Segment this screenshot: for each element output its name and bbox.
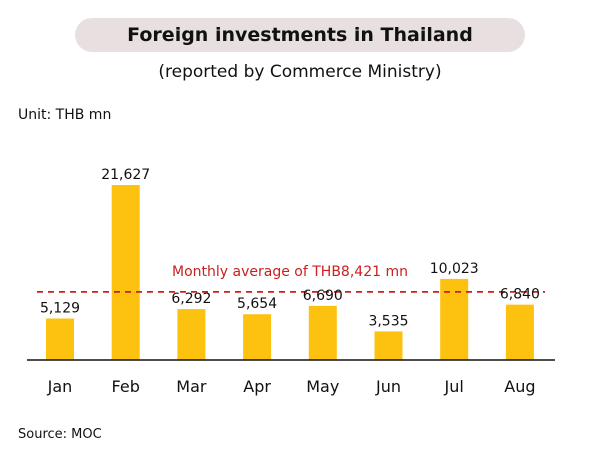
unit-label: Unit: THB mn xyxy=(18,107,112,123)
source-note: Source: MOC xyxy=(18,427,102,442)
x-tick-jun: Jun xyxy=(375,377,401,396)
value-label-feb: 21,627 xyxy=(101,167,150,183)
bar-aug xyxy=(505,304,534,360)
bar-feb xyxy=(111,185,140,360)
bar-may xyxy=(308,305,337,360)
bar-apr xyxy=(243,314,272,360)
value-label-mar: 6,292 xyxy=(171,291,211,307)
value-label-may: 6,690 xyxy=(303,288,343,304)
x-tick-jul: Jul xyxy=(444,377,464,396)
average-label: Monthly average of THB8,421 mn xyxy=(172,264,408,280)
chart-title: Foreign investments in Thailand xyxy=(127,24,473,46)
value-label-jul: 10,023 xyxy=(430,261,479,277)
bars-group xyxy=(46,185,534,360)
value-label-jun: 3,535 xyxy=(368,313,408,329)
x-tick-aug: Aug xyxy=(504,377,535,396)
bar-jan xyxy=(46,318,74,360)
value-label-aug: 6,840 xyxy=(500,287,540,303)
x-tick-mar: Mar xyxy=(176,377,207,396)
value-labels-group: 5,129 21,627 6,292 5,654 6,690 3,535 10,023 6,8… xyxy=(40,167,540,329)
value-label-jan: 5,129 xyxy=(40,300,80,316)
value-label-apr: 5,654 xyxy=(237,296,277,312)
tick-labels-group: Jan Feb Mar Apr May Jun Jul Aug xyxy=(47,377,536,396)
bar-jun xyxy=(374,331,403,360)
chart-title-pill: Foreign investments in Thailand xyxy=(75,18,525,52)
x-tick-may: May xyxy=(306,377,339,396)
x-tick-feb: Feb xyxy=(112,377,140,396)
x-tick-apr: Apr xyxy=(243,377,271,396)
chart-subtitle: (reported by Commerce Ministry) xyxy=(158,62,442,82)
bar-mar xyxy=(177,309,206,360)
x-tick-jan: Jan xyxy=(47,377,73,396)
